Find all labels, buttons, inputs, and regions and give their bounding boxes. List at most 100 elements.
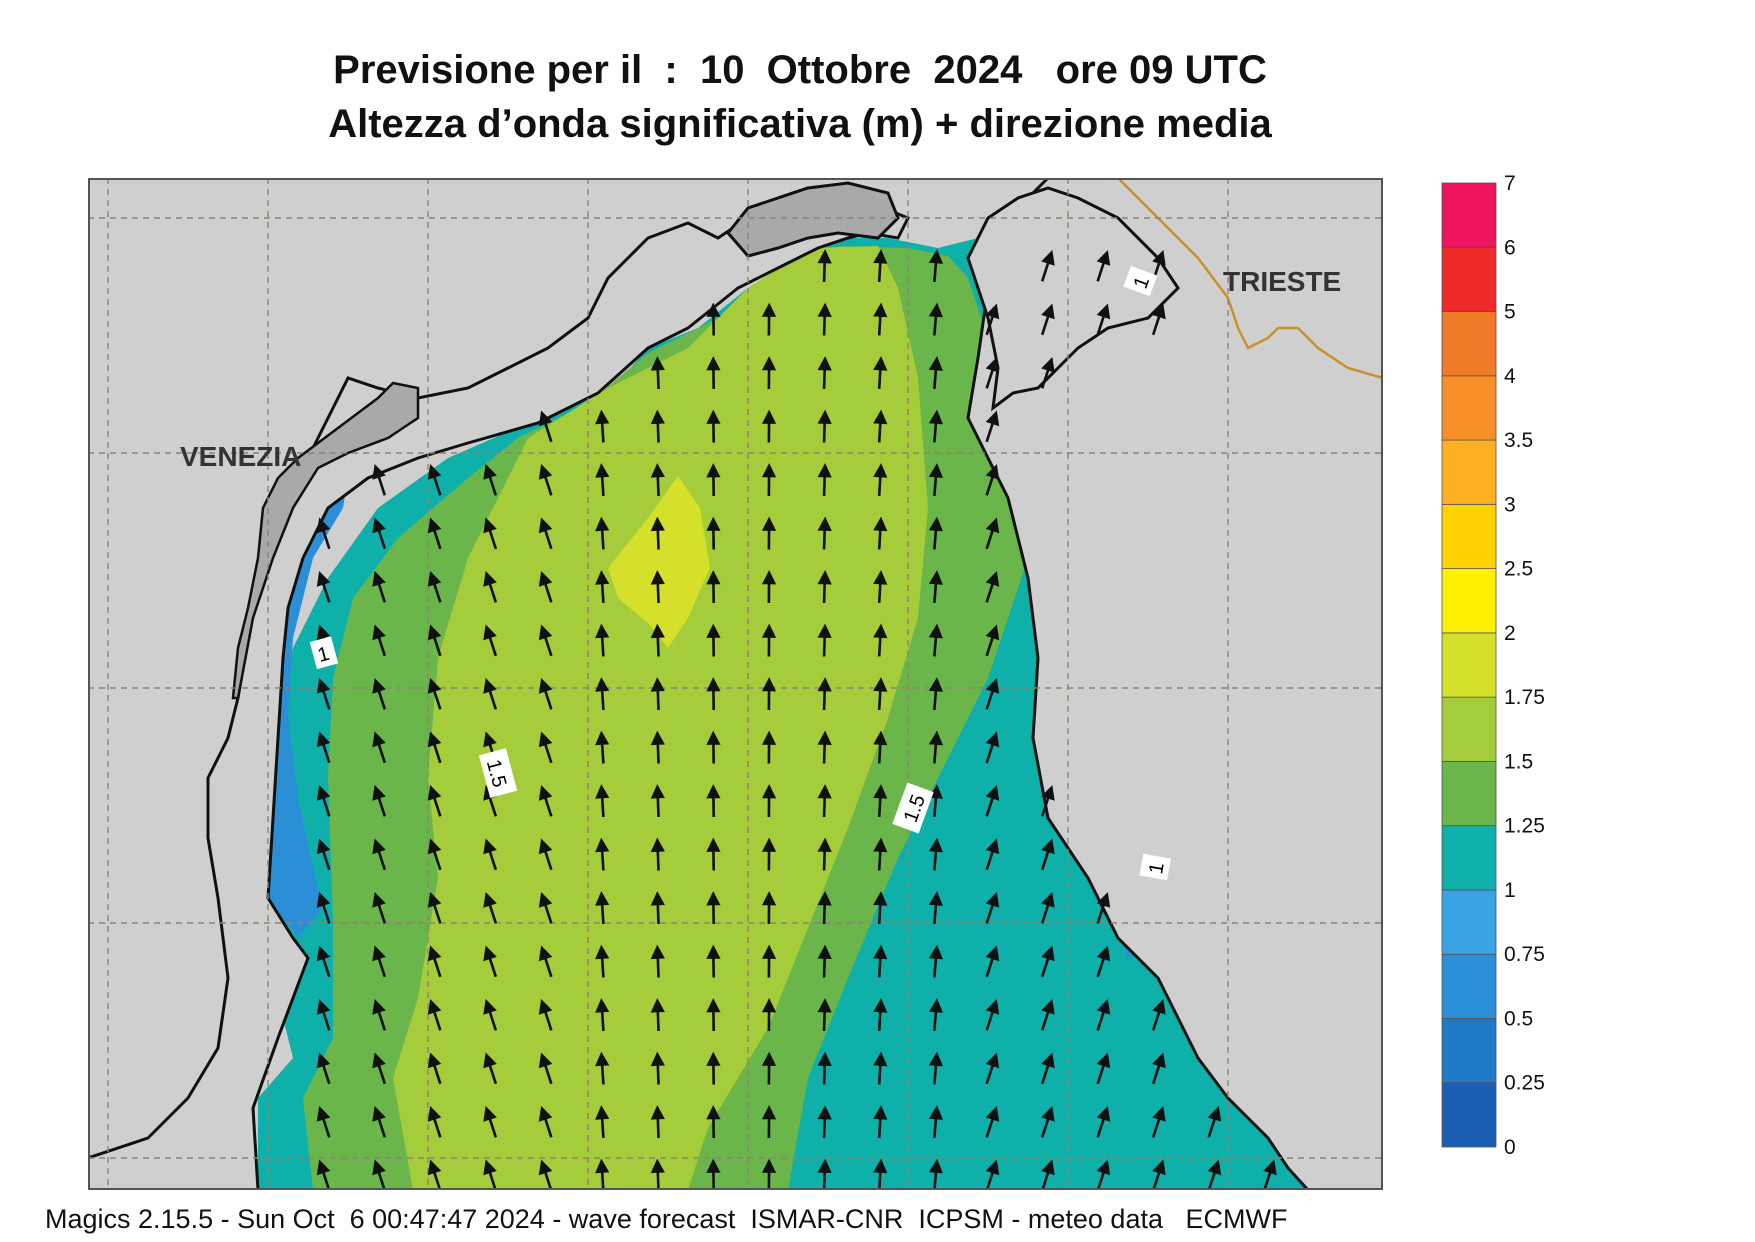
direction-arrow — [650, 944, 665, 978]
direction-arrow — [761, 837, 777, 871]
direction-arrow — [1040, 1052, 1055, 1085]
direction-arrow — [873, 730, 888, 764]
direction-arrow — [873, 944, 888, 978]
legend-box — [1441, 632, 1497, 698]
direction-arrow — [985, 892, 1000, 924]
direction-arrow — [595, 409, 610, 443]
direction-arrow — [316, 571, 331, 603]
direction-arrow — [928, 677, 943, 711]
direction-arrow — [928, 1105, 943, 1139]
direction-arrow — [1040, 1106, 1055, 1138]
direction-arrow — [650, 837, 665, 871]
legend-label: 0.75 — [1504, 943, 1545, 966]
direction-arrow — [1096, 1106, 1111, 1138]
direction-arrow — [985, 303, 1000, 336]
title-line-2: Altezza d’onda significativa (m) + direz… — [328, 102, 1272, 146]
direction-arrow — [483, 945, 498, 978]
sea-band-1.75-2 — [608, 476, 710, 648]
legend-box — [1441, 1018, 1497, 1084]
direction-arrow — [761, 784, 777, 818]
direction-arrow — [538, 945, 553, 978]
direction-arrow — [873, 784, 888, 818]
direction-arrow — [538, 624, 553, 657]
direction-arrow — [928, 944, 943, 978]
direction-arrow — [706, 944, 721, 978]
legend-label: 1.5 — [1504, 750, 1533, 773]
direction-arrow — [928, 302, 943, 336]
direction-arrow — [1262, 1159, 1277, 1190]
direction-arrow — [595, 784, 610, 818]
legend-box — [1441, 825, 1497, 891]
direction-arrow — [761, 677, 777, 711]
direction-arrow — [372, 945, 387, 978]
direction-arrow — [985, 357, 1000, 389]
direction-arrow — [817, 1105, 832, 1139]
direction-arrow — [706, 409, 721, 443]
direction-arrow — [483, 999, 498, 1031]
direction-arrow — [316, 1106, 331, 1138]
direction-arrow — [538, 678, 553, 710]
direction-arrow — [427, 464, 442, 496]
direction-arrow — [985, 464, 1000, 496]
direction-arrow — [595, 891, 610, 925]
contour-label-1.5-west: 1.5 — [478, 748, 518, 798]
legend-label: 1 — [1504, 879, 1516, 902]
direction-arrow — [1040, 838, 1055, 871]
direction-arrow — [316, 1052, 331, 1085]
direction-arrow — [706, 677, 721, 711]
direction-arrow — [706, 1105, 721, 1139]
direction-arrow — [706, 570, 721, 604]
direction-arrow — [538, 1052, 553, 1085]
direction-arrow — [427, 571, 442, 603]
city-label-venezia: VENEZIA — [180, 441, 301, 472]
direction-arrow — [817, 302, 832, 336]
direction-arrow — [1151, 303, 1166, 336]
direction-arrow — [538, 517, 553, 550]
direction-arrow — [538, 892, 553, 924]
direction-arrow — [873, 1158, 888, 1190]
direction-arrow — [483, 464, 498, 496]
direction-arrow — [928, 356, 943, 390]
direction-arrow — [1040, 303, 1055, 336]
direction-arrow — [372, 838, 387, 871]
direction-arrow — [538, 731, 553, 764]
direction-arrow — [316, 892, 331, 924]
direction-arrow — [928, 837, 943, 871]
direction-arrow — [817, 891, 832, 925]
direction-arrow — [650, 998, 665, 1032]
direction-arrow — [595, 677, 610, 711]
direction-arrow — [706, 784, 721, 818]
direction-arrow — [873, 302, 888, 336]
direction-arrow — [538, 838, 553, 871]
legend-label: 0.5 — [1504, 1007, 1533, 1030]
direction-arrow — [538, 785, 553, 817]
direction-arrow — [1040, 785, 1055, 817]
direction-arrow — [427, 678, 442, 710]
direction-arrow — [427, 517, 442, 550]
legend-box — [1441, 182, 1497, 248]
direction-arrow — [761, 302, 777, 336]
direction-arrow — [650, 1158, 665, 1190]
direction-arrow — [483, 1159, 498, 1190]
direction-arrow — [928, 463, 943, 497]
direction-arrow — [928, 891, 943, 925]
direction-arrow — [817, 1051, 832, 1085]
direction-arrow — [706, 998, 721, 1032]
direction-arrow — [985, 571, 1000, 603]
direction-arrow — [650, 891, 665, 925]
direction-arrow — [595, 730, 610, 764]
direction-arrow — [928, 623, 943, 657]
land-venice-lagoon — [231, 381, 420, 700]
direction-arrow — [817, 998, 832, 1032]
direction-arrow — [928, 784, 943, 818]
direction-arrow — [761, 516, 777, 550]
sea-band-1.5-1.75 — [393, 246, 928, 1190]
svg-text:1: 1 — [315, 643, 331, 667]
legend-label: 1.75 — [1504, 686, 1545, 709]
direction-arrow — [985, 999, 1000, 1031]
direction-arrow — [873, 409, 888, 443]
direction-arrow — [650, 677, 665, 711]
direction-arrow — [650, 1051, 665, 1085]
direction-arrow — [928, 409, 943, 443]
direction-arrow — [1096, 999, 1111, 1031]
